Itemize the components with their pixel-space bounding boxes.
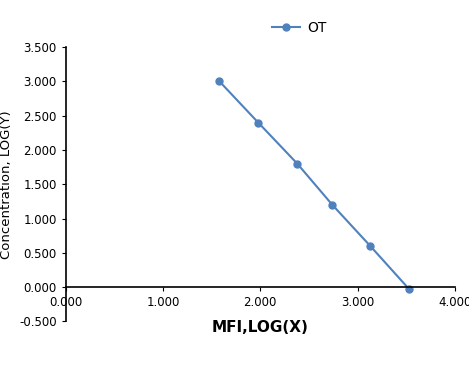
- OT: [217, 79, 222, 84]
- OT: [367, 243, 373, 249]
- OT: [406, 287, 412, 292]
- OT: [255, 120, 261, 125]
- Line: OT: OT: [216, 78, 413, 293]
- OT: [330, 202, 335, 207]
- OT: [295, 162, 300, 166]
- Legend: OT: OT: [272, 21, 326, 35]
- X-axis label: MFI,LOG(X): MFI,LOG(X): [212, 320, 309, 335]
- Y-axis label: Concentration, LOG(Y): Concentration, LOG(Y): [0, 110, 14, 259]
